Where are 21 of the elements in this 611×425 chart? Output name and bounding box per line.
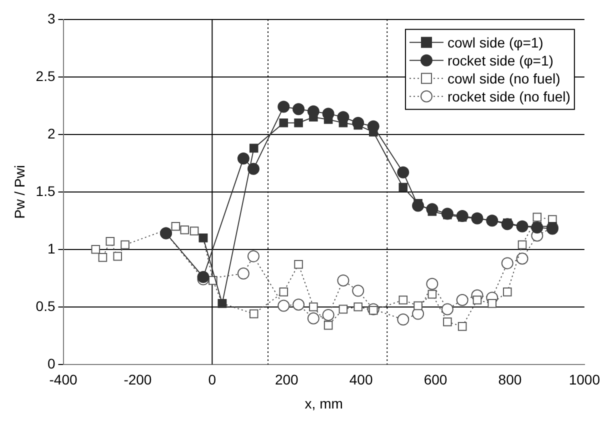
y-axis-title: Pw / Pwi <box>11 165 28 219</box>
legend-label: rocket side (φ=1) <box>447 52 554 68</box>
x-tick-label: 600 <box>424 372 448 388</box>
y-tick-label: 2.5 <box>36 68 56 84</box>
x-tick-label: 1000 <box>568 372 600 388</box>
y-tick-label: 0 <box>47 355 56 372</box>
legend-label: cowl side (φ=1) <box>447 34 544 50</box>
x-tick-label: -400 <box>49 372 78 388</box>
legend-label: rocket side (no fuel) <box>447 88 570 104</box>
x-tick-label: 0 <box>208 372 216 388</box>
x-tick-label: -200 <box>124 372 152 388</box>
x-tick-label: 400 <box>349 372 373 388</box>
y-tick-label: 1.5 <box>36 182 56 199</box>
y-tick-label: 0.5 <box>36 298 56 314</box>
x-tick-label: 800 <box>498 372 522 388</box>
x-tick-label: 200 <box>274 372 299 388</box>
x-axis-title: x, mm <box>304 395 343 412</box>
y-tick-label: 3 <box>47 10 56 26</box>
y-tick-label: 2 <box>47 125 56 142</box>
y-tick-label: 1 <box>47 240 56 256</box>
legend-label: cowl side (no fuel) <box>447 70 560 86</box>
